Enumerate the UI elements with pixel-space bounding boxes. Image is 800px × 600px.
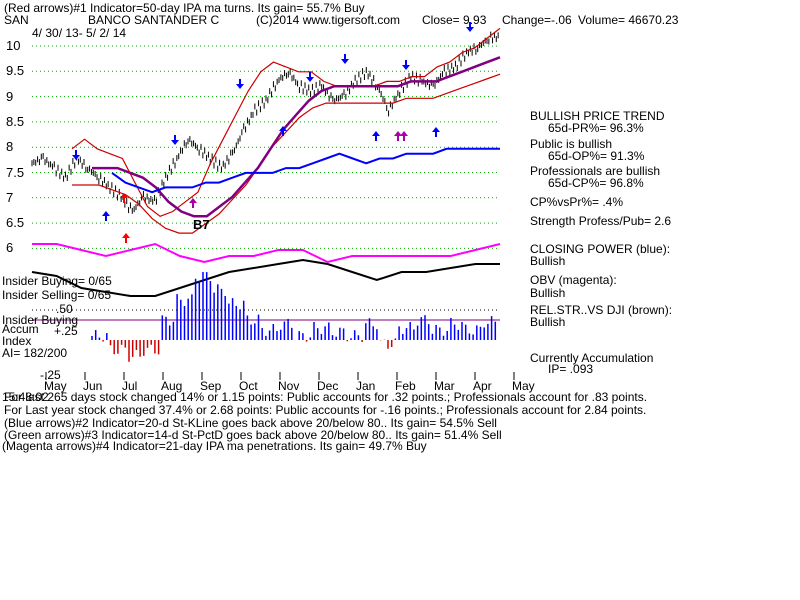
accum-plus25: +.25 — [54, 324, 78, 338]
insider-selling-text: Insider Selling= 0/65 — [2, 288, 112, 302]
closing-power-line — [111, 147, 500, 194]
indicator-1-text: (Red arrows)#1 Indicator=50-day IPA ma t… — [4, 1, 365, 15]
footer-line-5: (Magenta arrows)#4 Indicator=21-day IPA … — [2, 439, 427, 453]
upper-band — [71, 27, 501, 217]
x-tick-label: Jan — [356, 379, 376, 393]
company-name: BANCO SANTANDER C — [88, 13, 220, 27]
relstr-label: REL.STR..VS DJI (brown): — [530, 303, 673, 317]
op-value: 65d-OP%= 91.3% — [548, 149, 645, 163]
x-tick-label: Feb — [395, 379, 416, 393]
x-tick-label: Jul — [122, 379, 138, 393]
footer-line-3: (Blue arrows)#2 Indicator=20-d St-KLine … — [4, 416, 497, 430]
x-tick-label: Dec — [317, 379, 339, 393]
trend-title: BULLISH PRICE TREND — [530, 109, 665, 123]
up-arrow-icon — [122, 233, 130, 243]
index-label: Index — [2, 334, 32, 348]
y-tick-label: 6.5 — [6, 215, 25, 231]
y-tick-label: 8 — [6, 139, 14, 155]
accumulation-label: Currently Accumulation — [530, 351, 654, 365]
x-tick-label: Jun — [83, 379, 103, 393]
x-tick-label: Aug — [161, 379, 183, 393]
pr-value: 65d-PR%= 96.3% — [548, 121, 644, 135]
footer-line-1-overlap: 15:48:02 — [2, 390, 49, 404]
up-arrow-icon — [102, 211, 110, 221]
prof-title: Professionals are bullish — [530, 164, 661, 178]
down-arrow-icon — [171, 135, 179, 145]
relstr-value: Bullish — [530, 315, 566, 329]
up-arrow-icon — [189, 198, 197, 208]
closing-power-label: CLOSING POWER (blue): — [530, 242, 671, 256]
symbol-label: SAN — [4, 13, 29, 27]
ip-value: IP= .093 — [548, 362, 594, 376]
y-tick-label: 9.5 — [6, 63, 25, 79]
x-tick-label: May — [512, 379, 535, 393]
accum-fifty-label: .50 — [56, 302, 73, 316]
x-tick-label: Apr — [473, 379, 492, 393]
up-arrow-icon — [372, 131, 380, 141]
moving-average — [92, 56, 501, 218]
down-arrow-icon — [341, 54, 349, 64]
down-arrow-icon — [306, 72, 314, 82]
date-range: 4/ 30/ 13- 5/ 2/ 14 — [32, 26, 127, 40]
down-arrow-icon — [466, 22, 474, 32]
ai-value: AI= 182/200 — [2, 346, 68, 360]
up-arrow-icon — [279, 126, 287, 136]
obv-label: OBV (magenta): — [530, 273, 617, 287]
change-value: Change=-.06 — [502, 13, 572, 27]
y-tick-label: 9 — [6, 88, 14, 104]
y-tick-label: 7.5 — [6, 164, 25, 180]
relstr-line — [31, 258, 500, 297]
x-tick-label: May — [44, 379, 67, 393]
obv-line — [32, 242, 501, 264]
x-tick-label: Sep — [200, 379, 222, 393]
closing-power-value: Bullish — [530, 254, 566, 268]
down-arrow-icon — [402, 60, 410, 70]
obv-value: Bullish — [530, 286, 566, 300]
b7-marker: B7 — [193, 217, 210, 232]
accum-minus25: -.25 — [40, 368, 61, 382]
public-title: Public is bullish — [530, 137, 613, 151]
up-arrow-icon — [394, 131, 402, 141]
footer-line-4: (Green arrows)#3 Indicator=14-d St-PctD … — [4, 428, 502, 442]
cpvspr-value: CP%vsPr%= .4% — [530, 195, 624, 209]
up-arrow-icon — [120, 193, 128, 203]
y-tick-label: 7 — [6, 189, 14, 205]
y-tick-label: 8.5 — [6, 113, 25, 129]
insider-buying-label-2: Insider Buying — [2, 313, 79, 327]
x-tick-label: Mar — [434, 379, 455, 393]
copyright-text: (C)2014 www.tigersoft.com — [256, 13, 401, 27]
up-arrow-icon — [400, 131, 408, 141]
insider-buying-text: Insider Buying= 0/65 — [2, 274, 112, 288]
lower-band — [72, 73, 501, 234]
down-arrow-icon — [236, 79, 244, 89]
footer-line-2: For Last year stock changed 37.4% or 2.6… — [4, 403, 647, 417]
cp-value: 65d-CP%= 96.8% — [548, 176, 644, 190]
footer-line-1: For last 265 days stock changed 14% or 1… — [4, 390, 648, 404]
volume-value: Volume= 46670.23 — [578, 13, 679, 27]
accum-label: Accum — [2, 322, 39, 336]
x-tick-label: Nov — [278, 379, 300, 393]
strength-value: Strength Profess/Pub= 2.6 — [530, 214, 672, 228]
down-arrow-icon — [72, 150, 80, 160]
y-tick-label: 6 — [6, 240, 14, 256]
up-arrow-icon — [432, 127, 440, 137]
y-tick-label: 10 — [6, 38, 21, 53]
x-tick-label: Oct — [239, 379, 258, 393]
